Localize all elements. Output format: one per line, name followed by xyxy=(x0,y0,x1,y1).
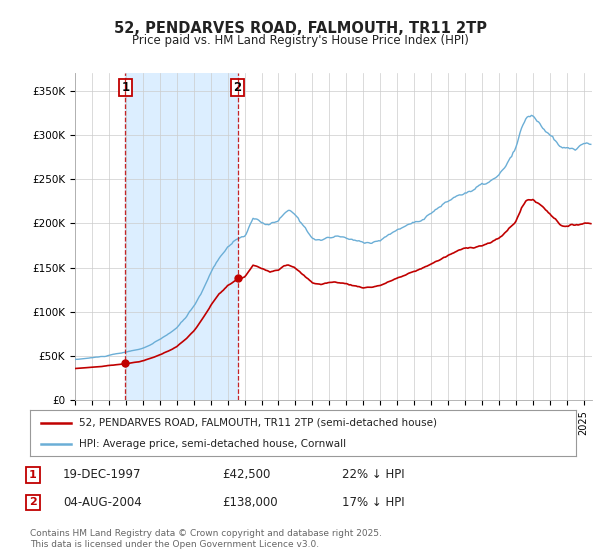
Text: £138,000: £138,000 xyxy=(222,496,278,509)
Text: 04-AUG-2004: 04-AUG-2004 xyxy=(63,496,142,509)
Text: 17% ↓ HPI: 17% ↓ HPI xyxy=(342,496,404,509)
Text: 19-DEC-1997: 19-DEC-1997 xyxy=(63,468,142,482)
Text: 2: 2 xyxy=(233,81,242,94)
Text: Contains HM Land Registry data © Crown copyright and database right 2025.
This d: Contains HM Land Registry data © Crown c… xyxy=(30,529,382,549)
Text: £42,500: £42,500 xyxy=(222,468,271,482)
Text: 52, PENDARVES ROAD, FALMOUTH, TR11 2TP (semi-detached house): 52, PENDARVES ROAD, FALMOUTH, TR11 2TP (… xyxy=(79,418,437,428)
Text: Price paid vs. HM Land Registry's House Price Index (HPI): Price paid vs. HM Land Registry's House … xyxy=(131,34,469,46)
Text: 1: 1 xyxy=(121,81,130,94)
Text: HPI: Average price, semi-detached house, Cornwall: HPI: Average price, semi-detached house,… xyxy=(79,439,346,449)
Bar xyxy=(125,73,238,400)
Text: 2: 2 xyxy=(29,497,37,507)
Text: 22% ↓ HPI: 22% ↓ HPI xyxy=(342,468,404,482)
Text: 1: 1 xyxy=(29,470,37,480)
Text: 52, PENDARVES ROAD, FALMOUTH, TR11 2TP: 52, PENDARVES ROAD, FALMOUTH, TR11 2TP xyxy=(113,21,487,36)
